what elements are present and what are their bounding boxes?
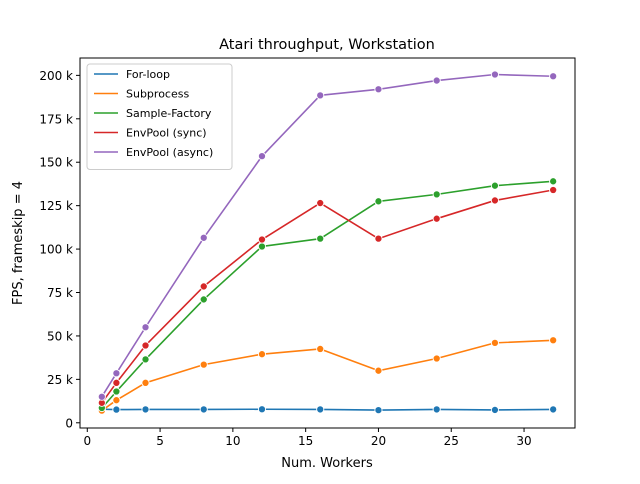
legend-label: Sample-Factory — [126, 107, 212, 120]
data-point — [374, 406, 383, 415]
data-point — [490, 70, 499, 79]
data-point — [316, 344, 325, 354]
data-point — [257, 350, 267, 359]
data-point — [141, 355, 150, 364]
data-point — [490, 405, 499, 414]
data-point — [549, 405, 558, 414]
legend-item: EnvPool (sync) — [94, 127, 207, 140]
legend-item: Subprocess — [94, 88, 189, 101]
data-point — [97, 392, 106, 401]
y-tick-label: 0 — [65, 416, 73, 430]
series-0 — [97, 405, 558, 415]
data-point — [549, 336, 558, 345]
data-point — [549, 72, 558, 81]
data-point — [141, 405, 150, 414]
y-tick-label: 50 k — [47, 329, 73, 343]
data-point — [112, 405, 121, 414]
legend-item: EnvPool (async) — [94, 146, 213, 159]
data-point — [112, 369, 121, 378]
data-point — [316, 405, 325, 414]
data-point — [432, 76, 441, 85]
legend: For-loop Subprocess Sample-Factory EnvPool … — [86, 63, 233, 170]
data-point — [141, 323, 150, 332]
series-line — [101, 339, 554, 412]
y-axis-label: FPS, frameskip = 4 — [11, 181, 26, 305]
legend-label: For-loop — [126, 68, 170, 81]
series-line — [101, 73, 554, 398]
data-point — [257, 235, 267, 244]
series-3 — [97, 185, 558, 407]
y-tick-label: 100 k — [39, 243, 73, 257]
x-tick-label: 10 — [225, 434, 240, 448]
y-tick-label: 75 k — [47, 286, 73, 300]
axes-frame — [79, 57, 576, 429]
legend-box — [86, 63, 233, 170]
data-point — [549, 185, 558, 195]
plot-area — [97, 70, 558, 415]
data-point — [374, 197, 383, 206]
data-point — [490, 338, 499, 347]
data-point — [199, 233, 208, 242]
x-tick-label: 20 — [371, 434, 386, 448]
data-point — [199, 295, 208, 304]
data-point — [257, 152, 267, 161]
data-point — [199, 360, 208, 369]
series-line — [101, 189, 554, 404]
data-point — [432, 405, 441, 414]
data-point — [432, 354, 441, 363]
data-point — [112, 396, 121, 405]
legend-label: EnvPool (async) — [126, 146, 213, 159]
data-point — [141, 378, 150, 387]
data-point — [374, 366, 383, 375]
data-point — [257, 242, 267, 251]
data-point — [549, 177, 558, 186]
x-tick-label: 5 — [156, 434, 164, 448]
data-point — [316, 198, 325, 208]
x-tick-label: 25 — [444, 434, 459, 448]
data-point — [316, 91, 325, 100]
data-point — [112, 387, 121, 396]
y-tick-label: 175 k — [39, 112, 73, 126]
legend-item: Sample-Factory — [94, 107, 212, 120]
series-line — [101, 180, 554, 409]
y-tick-label: 150 k — [39, 156, 73, 170]
data-point — [316, 234, 325, 243]
data-point — [432, 214, 441, 223]
legend-item: For-loop — [94, 68, 170, 81]
series-1 — [97, 336, 558, 415]
data-point — [490, 196, 499, 205]
x-axis: 0 5 10 15 20 25 30 — [83, 428, 532, 448]
chart-title: Atari throughput, Workstation — [219, 37, 435, 53]
x-axis-label: Num. Workers — [281, 456, 373, 471]
y-tick-label: 200 k — [39, 69, 73, 83]
data-point — [432, 190, 441, 199]
series-line — [101, 408, 554, 411]
data-point — [141, 341, 150, 350]
legend-label: Subprocess — [126, 88, 189, 101]
data-point — [257, 405, 267, 414]
x-tick-label: 15 — [298, 434, 313, 448]
data-point — [490, 181, 499, 190]
legend-label: EnvPool (sync) — [126, 127, 207, 140]
series-4 — [97, 70, 558, 401]
data-point — [199, 405, 208, 414]
data-point — [112, 378, 121, 387]
y-tick-label: 125 k — [39, 199, 73, 213]
y-tick-label: 25 k — [47, 373, 73, 387]
series-2 — [97, 177, 558, 413]
y-axis: 0 25 k 50 k 75 k 100 k 125 k 150 k 175 k 200 k — [39, 69, 80, 430]
x-tick-label: 30 — [516, 434, 531, 448]
data-point — [374, 234, 383, 243]
x-tick-label: 0 — [83, 434, 91, 448]
data-point — [374, 85, 383, 94]
data-point — [199, 282, 208, 291]
